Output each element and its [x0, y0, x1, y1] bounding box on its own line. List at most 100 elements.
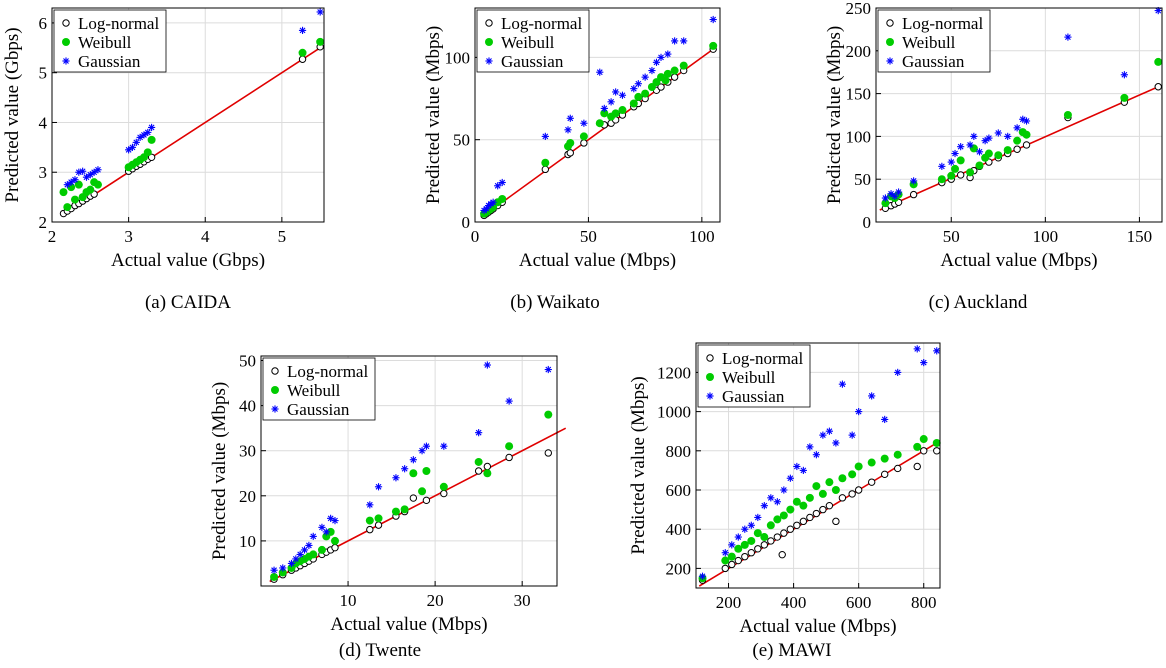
- point-weibull: [881, 199, 890, 208]
- point-lognormal: [880, 470, 889, 479]
- point-weibull: [825, 478, 834, 487]
- point-gaussian: [580, 119, 588, 127]
- point-gaussian: [1013, 124, 1021, 132]
- legend-marker-weibull: [886, 38, 894, 46]
- point-lognormal: [754, 545, 762, 553]
- fit-line: [63, 47, 321, 216]
- point-gaussian: [938, 162, 946, 170]
- legend-box: [53, 9, 167, 73]
- point-weibull: [799, 501, 808, 510]
- point-lognormal: [409, 494, 418, 502]
- point-weibull: [880, 454, 889, 463]
- point-lognormal: [1154, 83, 1162, 91]
- point-gaussian: [741, 525, 749, 533]
- point-gaussian: [596, 68, 604, 76]
- point-lognormal: [1013, 145, 1021, 153]
- point-gaussian: [793, 462, 801, 471]
- point-weibull: [919, 435, 928, 444]
- point-gaussian: [1022, 117, 1031, 125]
- point-gaussian: [544, 365, 552, 374]
- point-gaussian: [1064, 33, 1072, 41]
- legend-label: Log-normal: [501, 14, 582, 33]
- point-weibull: [579, 132, 588, 141]
- y-tick-label: 100: [445, 48, 471, 67]
- point-gaussian: [819, 431, 827, 439]
- y-tick-label: 50: [239, 352, 256, 371]
- plot-frame: [875, 7, 1163, 223]
- point-gaussian: [994, 129, 1002, 137]
- x-axis-label: Actual value (Mbps): [739, 616, 896, 637]
- point-gaussian: [489, 198, 497, 206]
- y-tick-label: 200: [666, 559, 692, 578]
- point-weibull: [831, 486, 840, 494]
- series-weibull: [270, 410, 553, 581]
- y-tick-label: 30: [239, 442, 256, 461]
- legend-label: Log-normal: [902, 14, 983, 33]
- point-gaussian: [728, 541, 736, 549]
- point-lognormal: [793, 521, 801, 529]
- legend-marker-lognormal: [485, 19, 493, 27]
- point-gaussian: [887, 190, 895, 198]
- point-weibull: [59, 188, 68, 197]
- chart-panel-mawi: 200 400 600 800 200 400 600 800 1000 1200 Actual v…: [612, 330, 972, 668]
- chart-panel-auckland: 50 100 150 0 50 100 150 200 250 Actual value (Mbp…: [790, 0, 1166, 320]
- point-weibull: [422, 467, 431, 475]
- y-axis-label: Predicted value (Mbps): [209, 382, 230, 560]
- x-tick-label: 400: [781, 593, 807, 612]
- point-weibull: [786, 505, 795, 514]
- point-weibull: [779, 511, 788, 520]
- point-lognormal: [298, 55, 307, 63]
- x-tick-label: 20: [427, 591, 444, 610]
- point-weibull: [709, 41, 718, 50]
- point-weibull: [663, 69, 672, 78]
- point-gaussian: [607, 98, 615, 106]
- point-gaussian: [374, 483, 383, 491]
- legend-marker-weibull: [62, 38, 70, 46]
- point-gaussian: [287, 559, 296, 568]
- tick-labels: 50 100 150 0 50 100 150 200 250: [846, 0, 1153, 246]
- point-gaussian: [966, 141, 974, 149]
- y-tick-label: 40: [239, 397, 256, 416]
- point-weibull: [984, 149, 993, 158]
- point-gaussian: [296, 550, 304, 559]
- point-gaussian: [79, 167, 87, 175]
- point-gaussian: [82, 173, 91, 181]
- point-lognormal: [920, 447, 928, 455]
- legend-label: Weibull: [722, 368, 776, 387]
- point-gaussian: [90, 168, 98, 176]
- legend-label: Log-normal: [287, 362, 368, 381]
- y-tick-label: 50: [854, 170, 871, 189]
- point-gaussian: [392, 474, 400, 482]
- series-weibull: [698, 435, 941, 583]
- point-gaussian: [67, 178, 75, 186]
- point-gaussian: [767, 494, 775, 502]
- point-gaussian: [641, 73, 649, 81]
- x-axis-label: Actual value (Mbps): [940, 250, 1097, 271]
- chart-panel-waikato: 0 50 100 0 50 100 Actual value (Mbps) Predicted…: [390, 0, 721, 320]
- y-axis-label: Predicted value (Mbps): [628, 376, 649, 554]
- point-weibull: [838, 474, 847, 483]
- point-gaussian: [144, 128, 152, 137]
- point-weibull: [483, 469, 492, 478]
- point-lognormal: [773, 533, 782, 541]
- y-tick-label: 150: [846, 85, 872, 104]
- point-weibull: [600, 109, 609, 118]
- point-lognormal: [778, 550, 786, 559]
- point-weibull: [679, 61, 688, 70]
- point-gaussian: [806, 443, 814, 451]
- point-weibull: [937, 175, 946, 184]
- legend-box: [262, 357, 376, 421]
- x-axis-label: Actual value (Mbps): [330, 614, 487, 635]
- point-gaussian: [1004, 132, 1012, 140]
- legend-label: Gaussian: [902, 52, 965, 71]
- point-lognormal: [854, 486, 863, 494]
- point-lognormal: [541, 165, 550, 174]
- legend-box: [476, 9, 590, 73]
- legend-label: Gaussian: [78, 52, 141, 71]
- chart-caption-twente: (d) Twente: [338, 640, 422, 661]
- legend-marker-gaussian: [706, 392, 714, 400]
- y-tick-label: 50: [453, 131, 470, 150]
- legend-label: Gaussian: [501, 52, 564, 71]
- point-weibull: [618, 106, 627, 115]
